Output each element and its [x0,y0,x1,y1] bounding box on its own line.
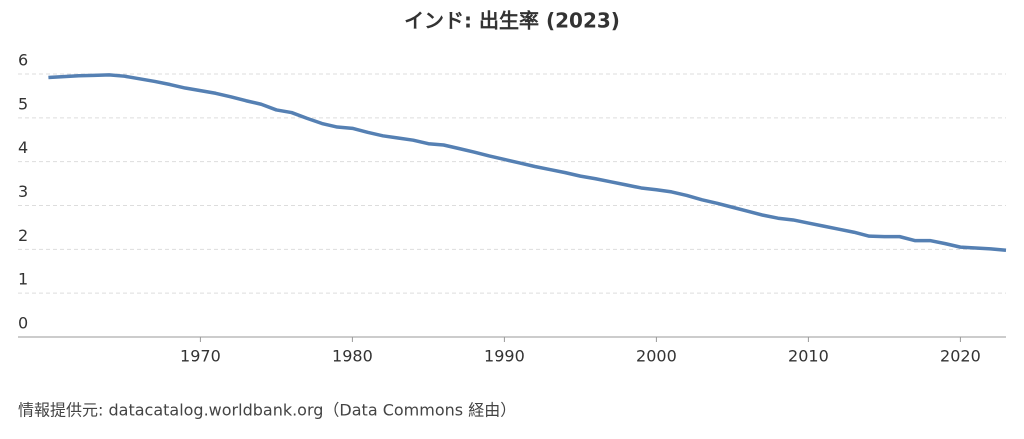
y-tick-label: 1 [18,270,28,289]
x-tick-label: 2020 [940,347,981,366]
x-tick-label: 2010 [788,347,829,366]
source-note: 情報提供元: datacatalog.worldbank.org（Data Co… [18,401,516,420]
x-tick-label: 1970 [180,347,221,366]
y-tick-label: 4 [18,138,28,157]
y-tick-label: 0 [18,314,28,333]
data-line [48,73,1007,252]
x-tick-label: 1980 [332,347,373,366]
chart-title: インド: 出生率 (2023) [404,9,620,33]
y-tick-label: 6 [18,51,28,70]
y-tick-label: 5 [18,94,28,113]
y-tick-label: 2 [18,226,28,245]
y-tick-label: 3 [18,182,28,201]
x-tick-label: 1990 [484,347,525,366]
x-tick-label: 2000 [636,347,677,366]
